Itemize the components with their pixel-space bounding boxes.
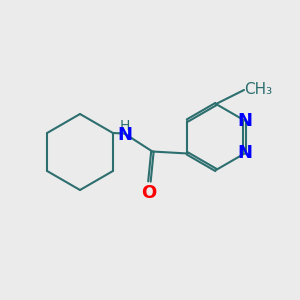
Text: O: O <box>141 184 156 202</box>
Text: N: N <box>237 112 252 130</box>
Text: H: H <box>119 118 130 133</box>
Text: N: N <box>117 127 132 145</box>
Text: CH₃: CH₃ <box>244 82 272 98</box>
Text: N: N <box>237 145 252 163</box>
